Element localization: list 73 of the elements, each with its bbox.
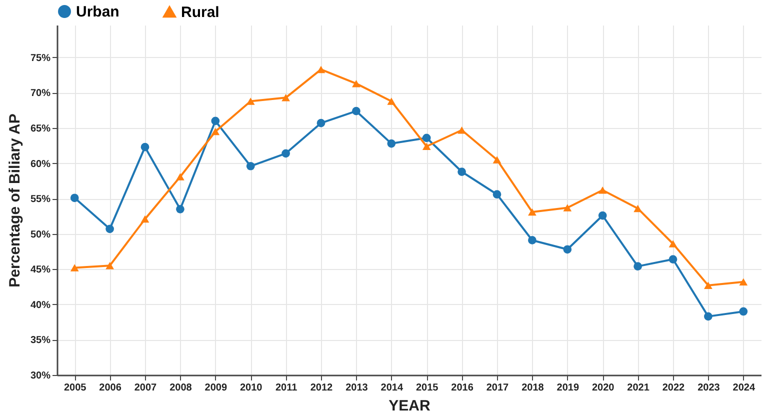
point <box>492 190 502 199</box>
y-tick-label: 70% <box>30 88 51 100</box>
point <box>563 245 572 254</box>
y-axis-title: Percentage of Biliary AP <box>6 114 24 288</box>
point <box>176 205 184 214</box>
point <box>634 262 642 271</box>
point <box>316 66 326 74</box>
point <box>140 142 150 152</box>
point <box>528 208 536 216</box>
x-tick-label: 2017 <box>486 382 510 394</box>
point <box>282 94 290 102</box>
x-tick-label: 2016 <box>451 382 474 394</box>
point <box>176 173 184 180</box>
x-tick-label: 2020 <box>592 382 615 394</box>
point <box>739 307 748 316</box>
point <box>70 194 79 202</box>
point <box>598 211 607 220</box>
point <box>387 139 396 148</box>
point <box>422 134 431 142</box>
y-tick-label: 55% <box>30 194 51 206</box>
x-tick-label: 2019 <box>556 382 580 394</box>
point <box>492 156 502 164</box>
point <box>140 215 150 223</box>
point <box>422 142 431 150</box>
x-tick-label: 2021 <box>627 382 650 394</box>
point <box>458 126 466 134</box>
point <box>352 106 360 116</box>
point <box>352 80 360 88</box>
x-tick-label: 2009 <box>204 382 228 394</box>
point <box>598 186 607 194</box>
point <box>739 278 748 286</box>
x-tick-label: 2011 <box>275 382 298 394</box>
x-tick-label: 2005 <box>64 382 87 394</box>
y-tick-label: 45% <box>30 264 51 276</box>
point <box>668 255 678 264</box>
point <box>387 98 396 105</box>
y-tick-label: 50% <box>30 229 51 240</box>
point <box>668 240 678 248</box>
legend-label: Urban <box>76 4 120 21</box>
point <box>106 262 114 270</box>
x-tick-label: 2013 <box>346 382 368 394</box>
y-tick-label: 40% <box>30 300 51 311</box>
x-tick-label: 2023 <box>698 382 720 394</box>
x-axis-title: YEAR <box>388 398 430 414</box>
y-tick-label: 65% <box>30 124 51 135</box>
y-tick-label: 30% <box>30 370 51 382</box>
x-tick-label: 2022 <box>662 382 686 394</box>
point <box>70 264 79 272</box>
y-tick-label: 35% <box>30 335 51 346</box>
point <box>246 162 255 170</box>
point <box>528 236 536 244</box>
x-tick-label: 2018 <box>522 382 544 394</box>
point <box>211 128 220 136</box>
x-tick-label: 2008 <box>170 382 192 394</box>
point <box>704 312 712 321</box>
x-tick-label: 2010 <box>240 382 263 394</box>
x-tick-label: 2015 <box>416 382 439 394</box>
y-tick-label: 60% <box>30 158 51 170</box>
point <box>106 224 114 234</box>
x-tick-label: 2012 <box>310 382 334 394</box>
point <box>282 149 290 158</box>
x-tick-label: 2006 <box>99 382 122 394</box>
x-tick-label: 2007 <box>134 382 158 394</box>
point <box>458 168 466 176</box>
point <box>316 118 326 128</box>
point <box>563 204 572 212</box>
x-tick-label: 2014 <box>380 382 404 394</box>
legend-label: Rural <box>181 4 220 21</box>
point <box>634 204 642 212</box>
point <box>704 282 712 290</box>
y-tick-label: 75% <box>30 52 51 64</box>
x-tick-label: 2024 <box>732 382 756 394</box>
point <box>211 116 220 126</box>
